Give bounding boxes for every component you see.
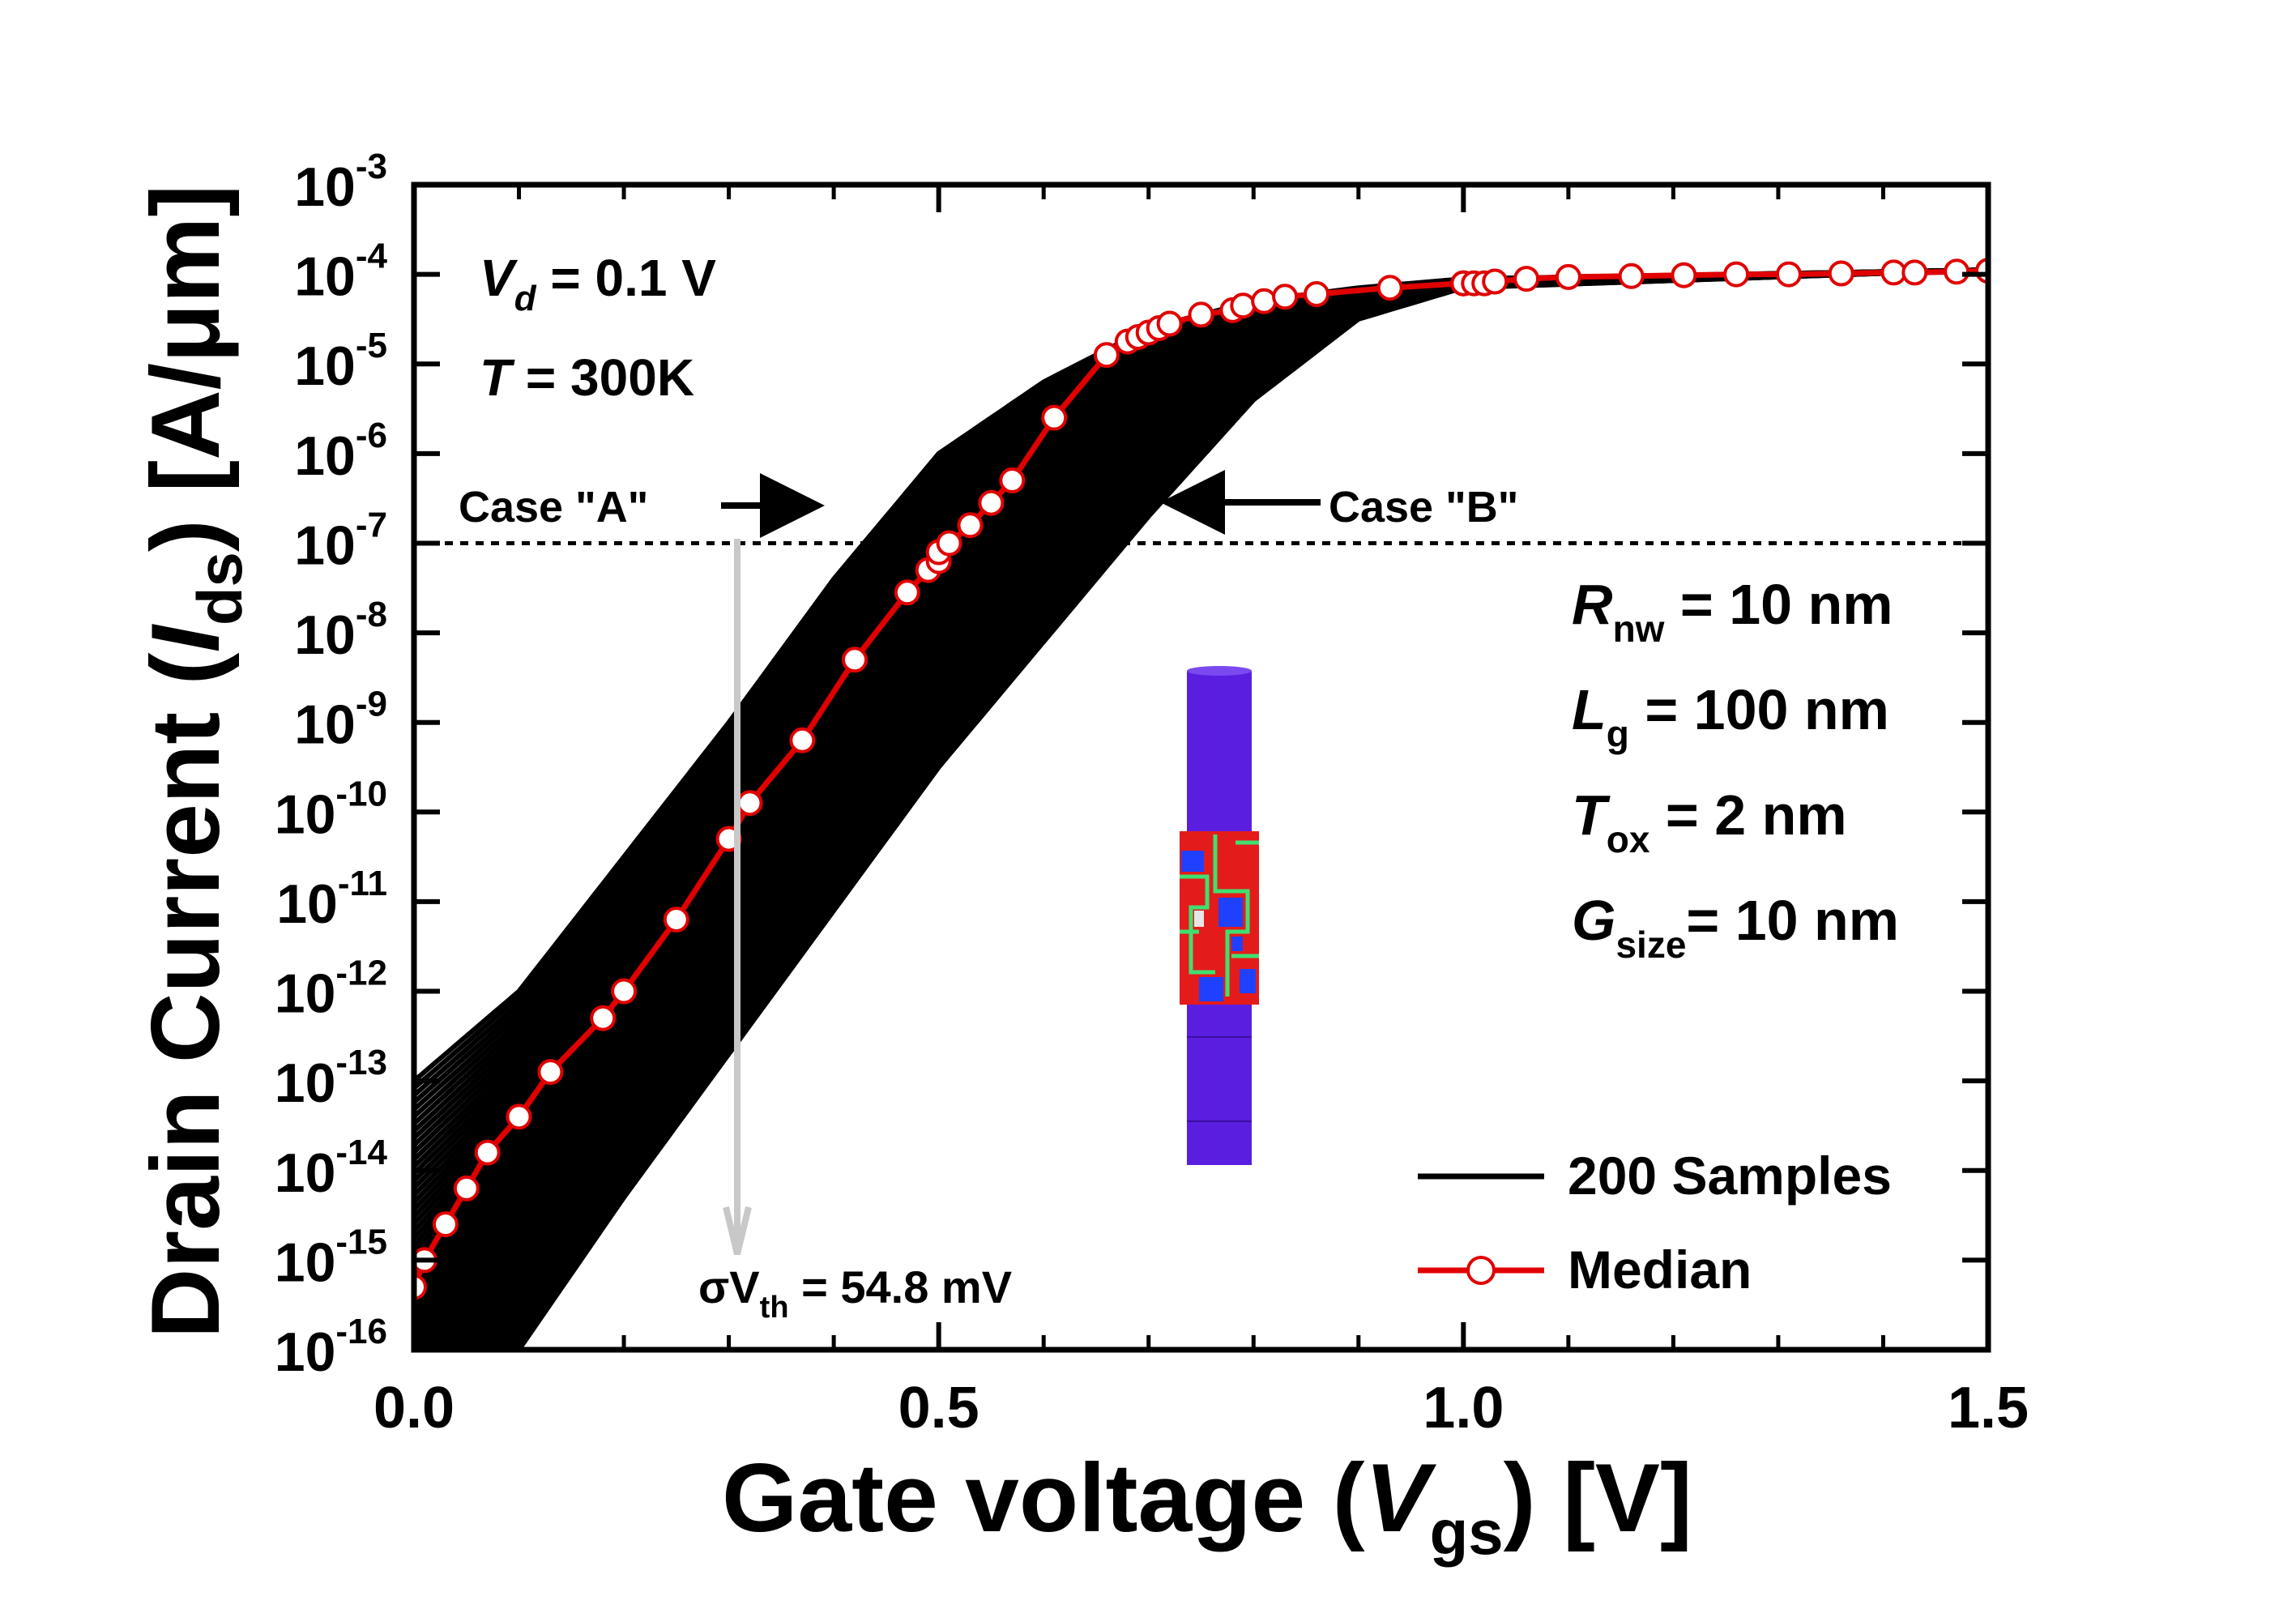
- median-point: [1230, 292, 1257, 319]
- y-tick-label: 10-10: [275, 774, 387, 845]
- legend-median-label: Median: [1568, 1240, 1752, 1300]
- y-tick-label: 10-16: [275, 1312, 387, 1383]
- x-tick-label: 0.0: [373, 1376, 455, 1440]
- grain-pattern: [1180, 834, 1259, 997]
- median-point: [1723, 261, 1750, 288]
- median-point: [1828, 260, 1854, 287]
- device-parameters: Rnw = 10 nm Lg = 100 nm Tox = 2 nm Gsize…: [1572, 573, 1899, 966]
- x-tick-label: 0.5: [898, 1376, 979, 1440]
- param-rnw: Rnw = 10 nm: [1572, 573, 1893, 650]
- median-point: [1272, 284, 1299, 310]
- vd-annotation: Vd = 0.1 V: [480, 249, 716, 318]
- grain-boundary: [1213, 834, 1250, 997]
- median-point: [1901, 259, 1928, 286]
- grain-boundary: [1180, 874, 1215, 975]
- median-point: [978, 489, 1005, 516]
- median-point: [1041, 404, 1068, 431]
- case-b-label: Case "B": [1329, 483, 1518, 531]
- median-point: [1304, 281, 1329, 307]
- y-tick-label: 10-6: [294, 416, 387, 487]
- temperature-annotation: T = 300K: [480, 348, 694, 407]
- median-point: [432, 1211, 459, 1238]
- median-series: [414, 258, 1988, 1300]
- median-point: [506, 1103, 532, 1130]
- median-point: [789, 727, 816, 753]
- median-point: [894, 579, 920, 606]
- legend: 200 Samples Median: [1418, 1146, 1892, 1300]
- grain: [1240, 969, 1256, 993]
- median-point: [936, 530, 962, 557]
- grain: [1181, 851, 1204, 872]
- median-point: [1251, 288, 1278, 314]
- median-point: [736, 790, 763, 817]
- y-tick-label: 10-15: [275, 1222, 387, 1293]
- grain: [1199, 977, 1223, 1001]
- y-axis-ticks: 10-16 10-15 10-14 10-13 10-12 10-11 10-10 10-9 1…: [275, 147, 1988, 1383]
- median-point: [1671, 262, 1697, 288]
- median-point: [1156, 310, 1183, 337]
- median-point: [1555, 263, 1581, 290]
- sigma-vth-annotation: σVth = 54.8 mV: [698, 1261, 1012, 1325]
- y-tick-label: 10-7: [294, 505, 387, 576]
- median-point: [453, 1175, 480, 1201]
- grain: [1231, 937, 1243, 951]
- y-tick-label: 10-3: [294, 147, 387, 218]
- y-tick-label: 10-11: [276, 864, 387, 935]
- y-tick-label: 10-8: [294, 595, 387, 666]
- x-axis-label: Gate voltage (Vgs) [V]: [722, 1444, 1692, 1568]
- legend-samples-label: 200 Samples: [1568, 1146, 1892, 1206]
- x-tick-label: 1.5: [1948, 1376, 2029, 1440]
- y-tick-label: 10-4: [294, 237, 387, 308]
- median-point: [1188, 301, 1214, 328]
- sigma-vth-arrowhead: [723, 1206, 752, 1255]
- median-point: [1775, 261, 1802, 288]
- legend-median-marker: [1466, 1256, 1496, 1285]
- plot-frame: [411, 181, 1991, 1353]
- param-lg: Lg = 100 nm: [1572, 678, 1889, 755]
- median-point: [1944, 258, 1970, 285]
- median-point: [1880, 259, 1907, 286]
- x-axis-ticks: 0.0 0.5 1.0 1.5: [373, 185, 2029, 1440]
- grain: [1194, 911, 1204, 927]
- grain: [1218, 898, 1243, 927]
- median-point: [1618, 262, 1645, 289]
- param-tox: Tox = 2 nm: [1572, 783, 1847, 860]
- y-tick-label: 10-5: [294, 326, 387, 397]
- median-point: [1482, 268, 1509, 295]
- y-tick-label: 10-9: [294, 685, 387, 756]
- median-point: [474, 1139, 501, 1166]
- median-point: [1093, 342, 1120, 369]
- median-point: [537, 1059, 564, 1086]
- median-point: [1513, 266, 1540, 292]
- median-point: [663, 907, 689, 933]
- y-tick-label: 10-14: [275, 1133, 388, 1204]
- case-a-label: Case "A": [459, 483, 648, 531]
- nanowire-top: [1187, 666, 1252, 676]
- median-point: [1376, 275, 1403, 301]
- median-point: [611, 978, 638, 1005]
- x-tick-label: 1.0: [1423, 1376, 1504, 1440]
- median-point: [999, 467, 1026, 493]
- median-point: [590, 1005, 617, 1031]
- median-point: [957, 512, 984, 539]
- param-gsize: Gsize= 10 nm: [1572, 889, 1899, 966]
- nanowire-inset: [1180, 666, 1259, 1165]
- y-tick-label: 10-13: [275, 1043, 387, 1114]
- y-tick-label: 10-12: [275, 954, 387, 1025]
- median-point: [842, 647, 868, 673]
- y-axis-label: Drain Current (Ids) [A/μm]: [131, 185, 255, 1338]
